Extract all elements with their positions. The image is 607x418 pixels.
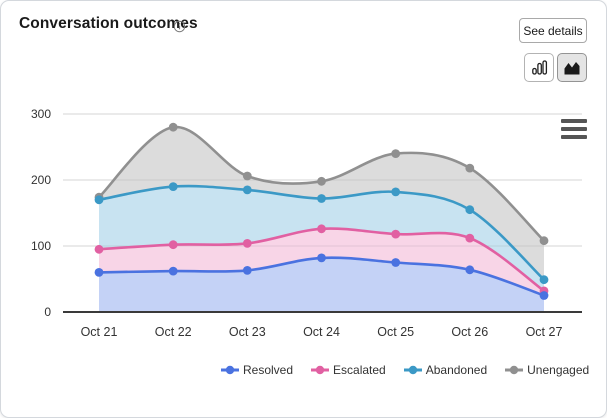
legend-label: Abandoned [425,363,488,377]
column-chart-icon [531,60,547,75]
chart-legend: Resolved Escalated Abandoned Unengaged [221,363,589,377]
data-point-abandoned-3[interactable] [317,194,326,203]
legend-item-escalated[interactable]: Escalated [311,363,386,377]
data-point-unengaged-1[interactable] [168,122,178,132]
legend-marker-icon [221,365,239,375]
legend-marker-icon [505,365,524,375]
x-axis-label: Oct 26 [451,325,488,339]
data-point-resolved-1[interactable] [168,266,178,276]
data-point-escalated-5[interactable] [465,233,475,243]
data-point-unengaged-5[interactable] [465,163,475,173]
data-point-escalated-0[interactable] [94,244,104,254]
data-point-resolved-2[interactable] [242,266,252,275]
x-axis-label: Oct 21 [81,325,118,339]
x-axis-label: Oct 27 [526,325,563,339]
data-point-resolved-4[interactable] [391,258,401,267]
data-point-abandoned-2[interactable] [242,185,252,195]
x-axis-label: Oct 23 [229,325,266,339]
data-point-unengaged-4[interactable] [391,149,401,158]
x-axis-label: Oct 22 [155,325,192,339]
data-point-escalated-2[interactable] [242,239,252,248]
data-point-unengaged-2[interactable] [242,171,252,181]
data-point-escalated-4[interactable] [391,229,401,239]
series-area-resolved [99,257,544,312]
area-chart: 0 100 200 300 Oct 21 Oct 22 Oct 23 Oct 24 Oct 25… [31,107,582,339]
data-point-abandoned-5[interactable] [465,205,475,215]
area-chart-button[interactable] [557,53,587,82]
legend-item-abandoned[interactable]: Abandoned [403,363,488,377]
data-point-resolved-0[interactable] [94,268,104,277]
legend-label: Resolved [243,363,294,377]
y-axis-label: 300 [31,107,51,121]
legend-marker-icon [311,365,330,375]
y-axis-label: 100 [31,239,51,253]
legend-item-resolved[interactable]: Resolved [221,363,293,377]
page-title: Conversation outcomes [19,15,198,32]
area-chart-icon [564,61,580,74]
data-point-unengaged-6[interactable] [539,236,549,246]
data-point-abandoned-0[interactable] [94,195,104,205]
y-axis-label: 200 [31,173,51,187]
data-point-abandoned-4[interactable] [391,187,401,197]
legend-marker-icon [403,365,422,375]
x-axis-label: Oct 25 [377,325,414,339]
data-point-unengaged-3[interactable] [317,176,326,186]
column-chart-button[interactable] [524,53,554,82]
legend-item-unengaged[interactable]: Unengaged [505,363,589,377]
data-point-abandoned-6[interactable] [539,275,549,285]
x-axis-label: Oct 24 [303,325,340,339]
legend-label: Escalated [333,363,386,377]
hamburger-menu-icon[interactable] [561,116,589,142]
data-point-escalated-1[interactable] [168,240,178,250]
info-icon[interactable] [173,20,186,33]
y-axis-label: 0 [44,305,51,319]
see-details-button[interactable]: See details [519,18,587,43]
data-point-abandoned-1[interactable] [168,182,178,191]
data-point-escalated-3[interactable] [317,224,326,234]
legend-label: Unengaged [527,363,590,377]
data-point-resolved-6[interactable] [539,291,549,300]
data-point-resolved-5[interactable] [465,265,475,275]
data-point-resolved-3[interactable] [317,253,326,263]
